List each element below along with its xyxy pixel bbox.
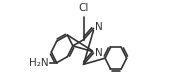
- Text: N: N: [95, 22, 103, 32]
- Text: Cl: Cl: [78, 3, 89, 13]
- Text: H₂N: H₂N: [29, 58, 49, 68]
- Text: N: N: [95, 48, 103, 58]
